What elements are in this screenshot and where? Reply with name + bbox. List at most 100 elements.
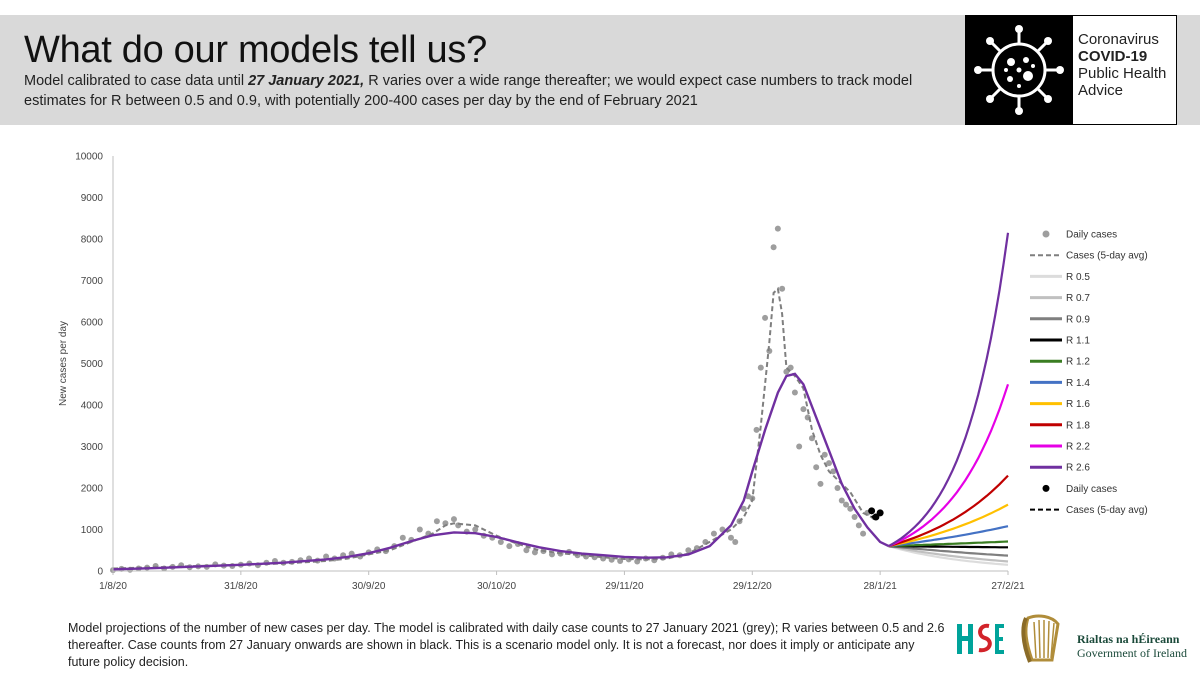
y-tick-label: 1000 [81,525,104,536]
x-tick-label: 30/9/20 [352,581,386,592]
legend-label: R 0.9 [1066,314,1090,325]
daily-case-point [323,553,330,560]
daily-case-point [732,538,739,545]
daily-case-point [838,497,845,504]
chart-container: 0 1000 2000 3000 4000 5000 6000 7000 8000 9000 100… [0,140,1200,610]
projection-line [888,545,1009,563]
y-tick-label: 6000 [81,318,104,329]
x-tick-label: 27/2/21 [991,581,1025,592]
legend-label: Daily cases [1066,230,1117,241]
model-fit-line [112,372,890,571]
cases-chart: 0 1000 2000 3000 4000 5000 6000 7000 8000 9000 100… [58,152,1148,593]
y-tick-label: 5000 [81,359,104,370]
subtitle-emphasis: 27 January 2021, [248,73,365,89]
y-tick-label: 3000 [81,442,104,453]
legend-label: R 2.6 [1066,463,1090,474]
badge-line-4: Advice [1078,82,1124,99]
x-tick-label: 29/12/20 [733,581,772,592]
legend-label: Cases (5-day avg) [1066,505,1148,516]
daily-case-point [860,530,867,537]
legend-marker-dot [1042,230,1050,238]
footnote: Model projections of the number of new c… [68,621,945,669]
daily-case-point [830,468,837,475]
projection-line [888,503,1009,548]
badge-line-3: Public Health [1078,65,1167,82]
x-tick-label: 31/8/20 [224,581,258,592]
page-subtitle: Model calibrated to case data until 27 J… [24,71,944,111]
legend-label: R 0.5 [1066,272,1090,283]
daily-case-point [727,534,734,541]
avg-line-grey [112,286,877,570]
y-tick-label: 2000 [81,484,104,495]
legend-label: R 1.8 [1066,420,1090,431]
y-tick-label: 4000 [81,401,104,412]
badge-text: Coronavirus COVID-19 Public Health Advic… [1078,31,1166,99]
daily-case-point [813,464,820,471]
x-tick-label: 30/10/20 [477,581,516,592]
daily-case-point [774,225,781,232]
government-of-ireland-wordmark: Rialtas na hÉireann Government of Irelan… [1077,632,1187,660]
legend-label: R 1.1 [1066,336,1090,347]
legend-label: R 1.6 [1066,399,1090,410]
daily-case-point [779,285,786,292]
daily-case-point [855,522,862,529]
plot-layer [110,225,1010,574]
projection-line [888,545,1009,566]
harp-emblem-icon [1018,612,1066,666]
legend-label: Daily cases [1066,484,1117,495]
y-tick-label: 0 [97,567,103,578]
daily-case-point [472,526,479,533]
legend-label: R 2.2 [1066,442,1090,453]
header-banner: What do our models tell us? Model calibr… [0,15,1200,125]
legend-label: R 1.4 [1066,378,1090,389]
x-tick-label: 29/11/20 [605,581,644,592]
daily-case-point [757,364,764,371]
projection-line [888,545,1009,557]
legend-label: Cases (5-day avg) [1066,251,1148,262]
y-tick-label: 10000 [75,152,103,163]
projection-line [888,525,1009,548]
daily-case-point [826,460,832,467]
hse-logo-icon [955,618,1005,660]
axis-layer: 0 1000 2000 3000 4000 5000 6000 7000 8000 9000 100… [58,152,1025,593]
daily-case-point [791,389,798,396]
gov-line-irish: Rialtas na hÉireann [1077,632,1180,646]
daily-case-point [416,526,423,533]
legend-marker-dot [1042,484,1050,492]
projection-line [888,383,1010,548]
virus-icon [966,16,1073,124]
subtitle-text-start: Model calibrated to case data until [24,73,249,89]
x-tick-label: 1/8/20 [99,581,127,592]
daily-case-point [506,543,513,550]
y-tick-label: 8000 [81,235,104,246]
projection-line [888,540,1009,548]
y-axis-label: New cases per day [58,321,69,406]
daily-case-point [531,549,538,556]
y-tick-label: 7000 [81,276,104,287]
chart-legend: Daily cases Cases (5-day avg) R 0.5 R 0.7 R … [1030,230,1148,516]
badge-line-2: COVID-19 [1078,48,1148,65]
daily-case-point [433,518,440,525]
daily-case-point [834,485,841,491]
subtitle-text-end: R varies over a wide range thereafter; w… [24,73,913,109]
daily-case-point [762,314,769,321]
daily-case-point [399,534,406,541]
daily-case-point [523,547,530,554]
daily-case-point [770,244,777,251]
daily-case-point [450,516,457,523]
badge-line-1: Coronavirus [1078,31,1159,48]
daily-case-point [753,426,760,433]
daily-case-point [685,547,692,554]
y-tick-label: 9000 [81,193,104,204]
daily-case-point [847,505,854,512]
projection-line [888,232,1010,548]
page-title: What do our models tell us? [24,29,487,71]
projection-line [888,474,1009,548]
gov-line-english: Government of Ireland [1077,646,1187,660]
daily-case-point-black [868,507,876,515]
daily-case-point [843,501,850,508]
daily-case-point [817,480,824,487]
covid-advice-badge: Coronavirus COVID-19 Public Health Advic… [965,15,1177,125]
daily-case-point [851,514,858,521]
legend-label: R 1.2 [1066,357,1090,368]
